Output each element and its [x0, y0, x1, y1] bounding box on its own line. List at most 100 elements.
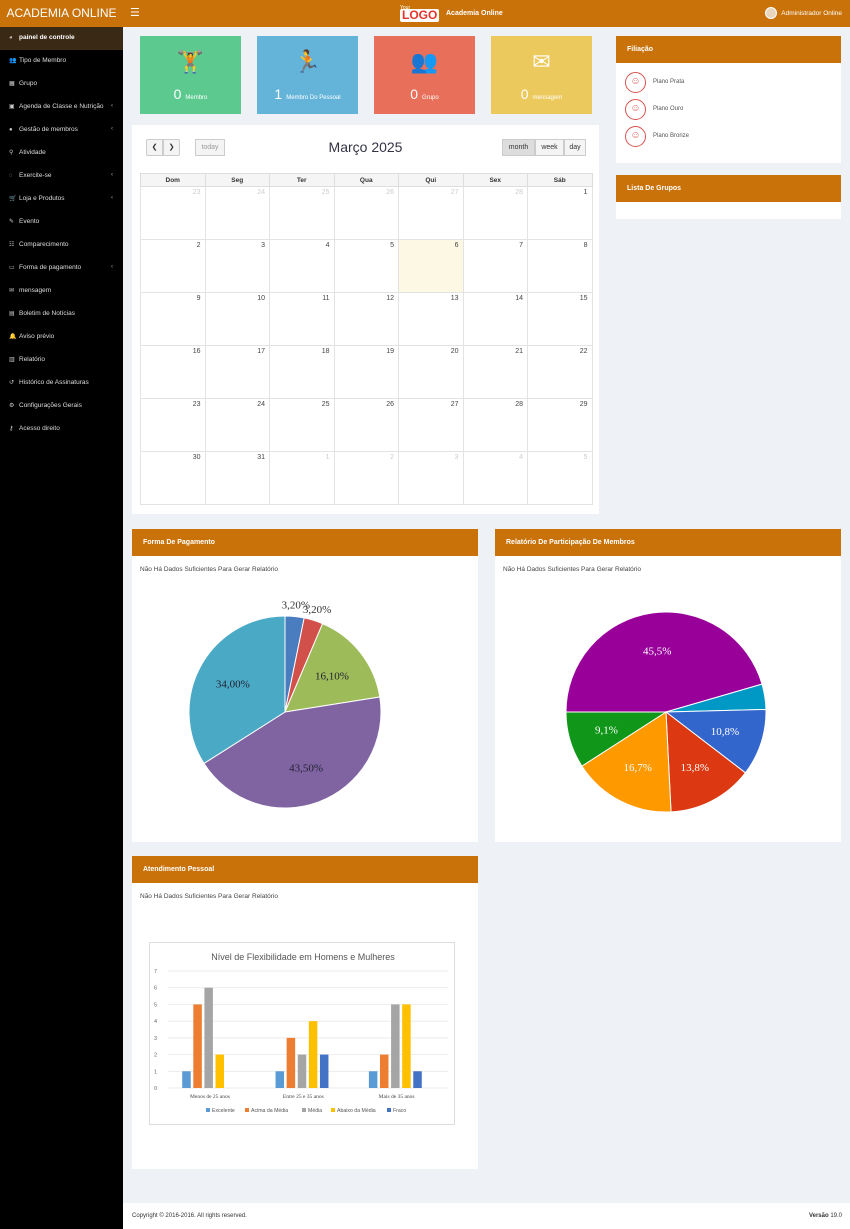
- stat-label: mensagem: [532, 95, 563, 101]
- sidebar-item-label: Grupo: [19, 80, 38, 87]
- stat-tile[interactable]: 👥 0 Grupo: [374, 36, 475, 114]
- calendar-day[interactable]: 28: [462, 186, 528, 240]
- pie-label: 10,8%: [711, 726, 739, 738]
- chevron-left-icon: ‹: [111, 264, 113, 270]
- calendar-day[interactable]: 30: [140, 451, 206, 505]
- calendar-day[interactable]: 17: [204, 345, 270, 399]
- y-tick-label: 6: [154, 986, 157, 992]
- pie-slice: [565, 611, 763, 713]
- sidebar-item[interactable]: ● Gestão de membros ‹: [0, 119, 123, 142]
- sidebar-item[interactable]: ◌ Exercite-se ‹: [0, 165, 123, 188]
- calendar-day[interactable]: 26: [333, 186, 399, 240]
- calendar-day[interactable]: 4: [269, 239, 335, 293]
- calendar-day[interactable]: 6: [398, 239, 464, 293]
- calendar-day[interactable]: 29: [527, 398, 593, 452]
- panel-title: Atendimento Pessoal: [132, 856, 478, 883]
- bar: [413, 1071, 422, 1088]
- sidebar-item[interactable]: ▭ Forma de pagamento ‹: [0, 257, 123, 280]
- calendar-day[interactable]: 24: [204, 186, 270, 240]
- membership-plan[interactable]: ☺ Plano Ouro: [616, 96, 841, 123]
- group-icon: ▦: [9, 81, 15, 87]
- y-tick-label: 7: [154, 969, 157, 975]
- calendar-day[interactable]: 22: [527, 345, 593, 399]
- calendar-day[interactable]: 14: [462, 292, 528, 346]
- calendar-day[interactable]: 25: [269, 398, 335, 452]
- sidebar-item[interactable]: 👥 Tipo de Membro: [0, 50, 123, 73]
- calendar-day[interactable]: 1: [527, 186, 593, 240]
- brand-title[interactable]: ACADEMIA ONLINE: [6, 6, 117, 20]
- sidebar-item[interactable]: ✎ Evento: [0, 211, 123, 234]
- calendar-day[interactable]: 12: [333, 292, 399, 346]
- sidebar-item[interactable]: ▣ Agenda de Classe e Nutrição ‹: [0, 96, 123, 119]
- calendar-day[interactable]: 10: [204, 292, 270, 346]
- chevron-left-icon: ‹: [111, 195, 113, 201]
- version-text: Versão 19.0: [809, 1203, 842, 1229]
- stat-tile[interactable]: ✉ 0 mensagem: [491, 36, 592, 114]
- prev-month-button[interactable]: ❮: [146, 139, 163, 156]
- view-month-button[interactable]: month: [502, 139, 535, 156]
- stat-tile[interactable]: 🏋 0 Membro: [140, 36, 241, 114]
- membership-plan[interactable]: ☺ Plano Prata: [616, 69, 841, 96]
- weekday-header: Seg: [204, 173, 270, 187]
- sidebar-item[interactable]: ⚙ Configurações Gerais: [0, 395, 123, 418]
- sidebar-item[interactable]: ▦ Grupo: [0, 73, 123, 96]
- calendar-title: Março 2025: [328, 139, 403, 155]
- sidebar-item[interactable]: ↺ Histórico de Assinaturas: [0, 372, 123, 395]
- calendar-day[interactable]: 27: [398, 186, 464, 240]
- next-month-button[interactable]: ❯: [163, 139, 180, 156]
- stat-tile[interactable]: 🏃 1 Membro Do Pessoal: [257, 36, 358, 114]
- calendar-day[interactable]: 5: [527, 451, 593, 505]
- report-icon: ▥: [9, 357, 15, 363]
- sidebar-item[interactable]: ✉ mensagem: [0, 280, 123, 303]
- sidebar-item[interactable]: 🔔 Aviso prévio: [0, 326, 123, 349]
- calendar-day[interactable]: 2: [140, 239, 206, 293]
- calendar-day[interactable]: 5: [333, 239, 399, 293]
- calendar-day[interactable]: 9: [140, 292, 206, 346]
- calendar-day[interactable]: 15: [527, 292, 593, 346]
- calendar-day[interactable]: 31: [204, 451, 270, 505]
- today-button[interactable]: today: [195, 139, 225, 156]
- pie-label: 3,20%: [282, 600, 310, 612]
- calendar-day[interactable]: 27: [398, 398, 464, 452]
- sidebar-item[interactable]: ▤ Boletim de Notícias: [0, 303, 123, 326]
- calendar-day[interactable]: 1: [269, 451, 335, 505]
- logo[interactable]: Your LOGO: [398, 5, 440, 23]
- calendar-day[interactable]: 21: [462, 345, 528, 399]
- menu-icon[interactable]: ☰: [130, 7, 140, 19]
- calendar-day[interactable]: 23: [140, 186, 206, 240]
- no-data-note: Não Há Dados Suficientes Para Gerar Rela…: [140, 893, 279, 900]
- calendar-day[interactable]: 28: [462, 398, 528, 452]
- calendar-day[interactable]: 13: [398, 292, 464, 346]
- sidebar-item-label: Loja e Produtos: [19, 195, 65, 202]
- sidebar-item[interactable]: ⚲ Atividade: [0, 142, 123, 165]
- sidebar-item[interactable]: 🛒 Loja e Produtos ‹: [0, 188, 123, 211]
- calendar-day[interactable]: 3: [398, 451, 464, 505]
- chevron-left-icon: ‹: [111, 172, 113, 178]
- calendar-day[interactable]: 20: [398, 345, 464, 399]
- calendar-day[interactable]: 19: [333, 345, 399, 399]
- sidebar-item[interactable]: ◕ painel de controle: [0, 27, 123, 50]
- dashboard-icon: ◕: [9, 35, 13, 41]
- sidebar-item[interactable]: ⚷ Acesso direito: [0, 418, 123, 441]
- sidebar-item[interactable]: ▥ Relatório: [0, 349, 123, 372]
- view-week-button[interactable]: week: [535, 139, 564, 156]
- calendar-day[interactable]: 23: [140, 398, 206, 452]
- calendar-day[interactable]: 2: [333, 451, 399, 505]
- user-menu[interactable]: Administrador Online: [765, 0, 842, 27]
- calendar-day[interactable]: 3: [204, 239, 270, 293]
- calendar-day[interactable]: 16: [140, 345, 206, 399]
- view-day-button[interactable]: day: [564, 139, 586, 156]
- calendar-day[interactable]: 4: [462, 451, 528, 505]
- calendar-day[interactable]: 7: [462, 239, 528, 293]
- membership-plan[interactable]: ☺ Plano Bronze: [616, 123, 841, 150]
- calendar-day[interactable]: 24: [204, 398, 270, 452]
- stat-label: Membro Do Pessoal: [286, 95, 341, 101]
- legend-swatch: [331, 1108, 335, 1112]
- calendar-day[interactable]: 25: [269, 186, 335, 240]
- sidebar-item[interactable]: ☷ Comparecimento: [0, 234, 123, 257]
- calendar-day[interactable]: 18: [269, 345, 335, 399]
- calendar-day[interactable]: 8: [527, 239, 593, 293]
- calendar-day[interactable]: 11: [269, 292, 335, 346]
- legend-swatch: [206, 1108, 210, 1112]
- calendar-day[interactable]: 26: [333, 398, 399, 452]
